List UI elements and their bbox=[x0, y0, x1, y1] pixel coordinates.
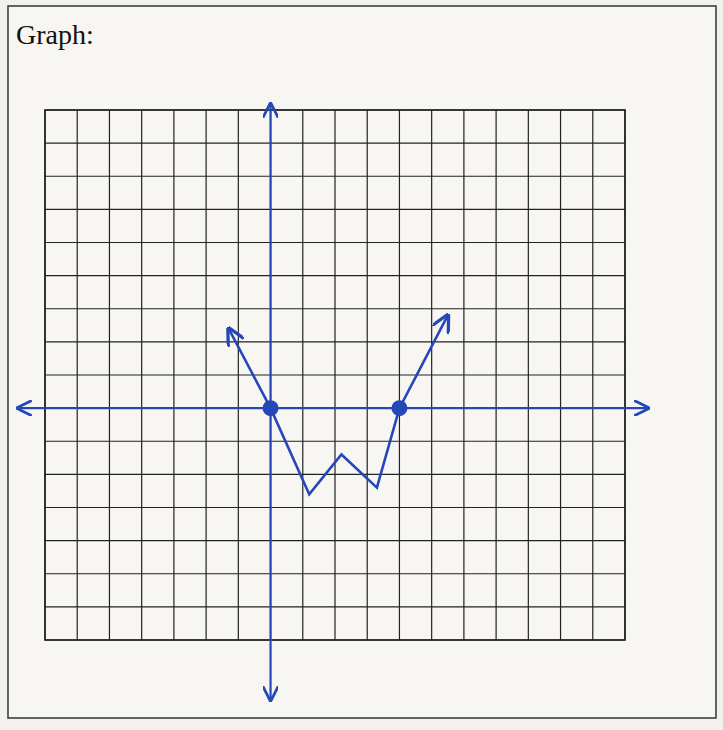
paper-frame bbox=[8, 6, 716, 718]
plot-area bbox=[229, 315, 448, 494]
grid-line-y bbox=[45, 374, 625, 375]
grid-line-y bbox=[45, 540, 625, 541]
grid-line-y bbox=[45, 209, 625, 210]
grid-line-y bbox=[45, 143, 625, 144]
grid-line-y bbox=[45, 441, 625, 442]
title: Graph: bbox=[16, 19, 94, 50]
grid-line-y bbox=[45, 606, 625, 607]
grid bbox=[45, 110, 625, 640]
curve bbox=[229, 315, 448, 494]
plot-frame bbox=[45, 110, 625, 640]
grid-line-y bbox=[45, 341, 625, 342]
axes bbox=[18, 104, 648, 700]
root-point bbox=[263, 400, 279, 416]
grid-line-y bbox=[45, 474, 625, 475]
chart: Graph: bbox=[0, 0, 723, 730]
grid-line-y bbox=[45, 507, 625, 508]
grid-line-y bbox=[45, 308, 625, 309]
grid-line-y bbox=[45, 275, 625, 276]
root-point bbox=[391, 400, 407, 416]
grid-line-y bbox=[45, 176, 625, 177]
x-axis-line bbox=[18, 407, 648, 409]
grid-line-y bbox=[45, 242, 625, 243]
grid-line-y bbox=[45, 573, 625, 574]
